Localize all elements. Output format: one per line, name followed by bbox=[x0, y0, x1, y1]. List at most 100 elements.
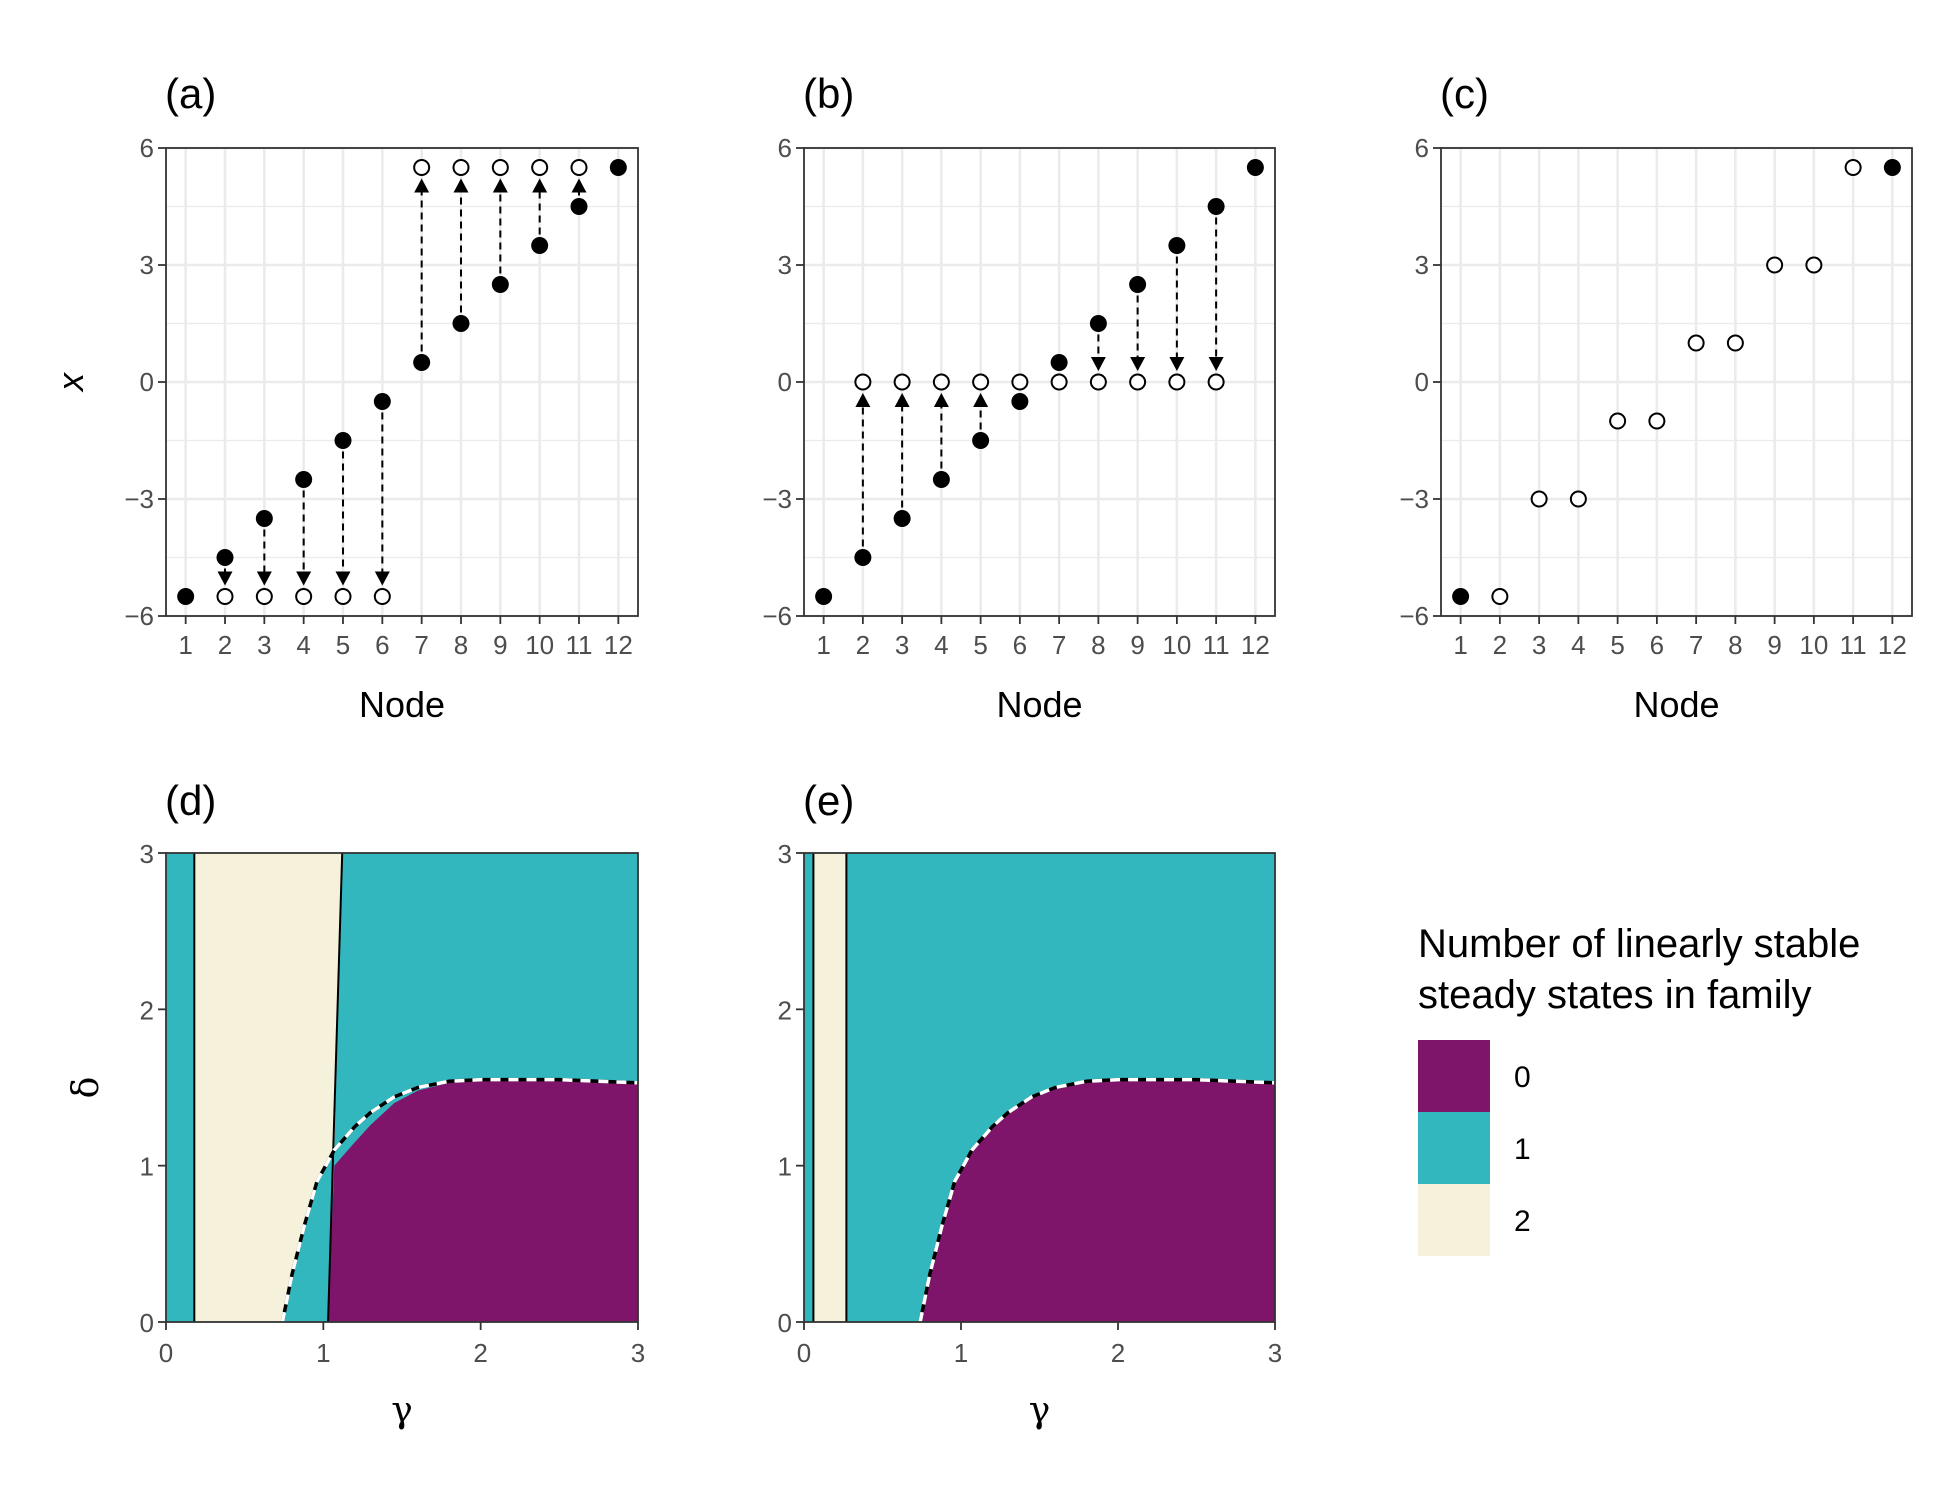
x-axis-label: γ bbox=[391, 1390, 413, 1431]
solid-boundary bbox=[327, 852, 344, 1323]
x-axis-label: γ bbox=[1029, 1390, 1051, 1431]
arrow-head bbox=[532, 178, 548, 193]
x-axis-label: Node bbox=[359, 684, 445, 725]
y-tick-label: −6 bbox=[1399, 601, 1429, 631]
filled-point bbox=[491, 276, 509, 293]
arrow-head bbox=[1090, 357, 1106, 371]
filled-point bbox=[932, 471, 950, 488]
legend-swatch-1 bbox=[1418, 1112, 1490, 1184]
filled-point bbox=[177, 588, 195, 605]
panel-border bbox=[803, 852, 1276, 1323]
open-point bbox=[1491, 588, 1509, 605]
y-tick-label: 3 bbox=[778, 250, 792, 280]
x-tick-label: 1 bbox=[316, 1338, 330, 1368]
open-point bbox=[491, 159, 509, 176]
open-point bbox=[1726, 334, 1744, 352]
open-point bbox=[1569, 490, 1587, 508]
panel-title: (c) bbox=[1440, 70, 1489, 117]
x-tick-label: 10 bbox=[1162, 630, 1191, 660]
arrow-head bbox=[217, 571, 233, 586]
open-point bbox=[531, 159, 549, 176]
x-tick-label: 6 bbox=[375, 630, 389, 660]
y-tick-label: 0 bbox=[140, 1308, 154, 1338]
open-point bbox=[1609, 412, 1627, 430]
y-axis-label: x bbox=[50, 371, 91, 393]
panel-border bbox=[165, 852, 639, 1323]
legend-title-line2: steady states in family bbox=[1418, 973, 1812, 1017]
y-tick-label: 6 bbox=[778, 133, 792, 163]
x-tick-label: 7 bbox=[1052, 630, 1066, 660]
x-tick-label: 5 bbox=[336, 630, 350, 660]
filled-point bbox=[1246, 159, 1264, 176]
filled-point bbox=[1207, 198, 1225, 215]
filled-point bbox=[972, 432, 990, 449]
y-tick-label: 6 bbox=[1415, 133, 1429, 163]
open-point bbox=[1648, 412, 1666, 430]
filled-point bbox=[570, 198, 588, 215]
x-tick-label: 5 bbox=[973, 630, 987, 660]
open-point bbox=[854, 373, 872, 391]
open-point bbox=[1805, 256, 1823, 274]
filled-point bbox=[609, 159, 627, 176]
open-point bbox=[1844, 159, 1862, 176]
arrow-head bbox=[453, 178, 469, 193]
x-tick-label: 3 bbox=[1532, 630, 1546, 660]
filled-point bbox=[531, 237, 549, 254]
x-tick-label: 6 bbox=[1650, 630, 1664, 660]
x-tick-label: 12 bbox=[1878, 630, 1907, 660]
legend-label-0: 0 bbox=[1514, 1061, 1531, 1094]
filled-point bbox=[1089, 315, 1107, 332]
y-tick-label: 3 bbox=[140, 839, 154, 869]
x-tick-label: 9 bbox=[1767, 630, 1781, 660]
y-tick-label: 0 bbox=[1415, 367, 1429, 397]
legend-label-1: 1 bbox=[1514, 1133, 1531, 1166]
legend-label-2: 2 bbox=[1514, 1205, 1531, 1238]
arrow-head bbox=[256, 571, 272, 586]
panel-title: (b) bbox=[803, 70, 854, 117]
filled-point bbox=[1883, 159, 1901, 176]
filled-point bbox=[1168, 237, 1186, 254]
y-axis-label: δ bbox=[66, 1077, 107, 1099]
region-0 bbox=[328, 1079, 638, 1322]
arrow-head bbox=[335, 571, 351, 586]
x-tick-label: 2 bbox=[1493, 630, 1507, 660]
filled-point bbox=[373, 393, 391, 410]
x-tick-label: 3 bbox=[257, 630, 271, 660]
x-tick-label: 12 bbox=[604, 630, 633, 660]
x-tick-label: 12 bbox=[1241, 630, 1270, 660]
y-tick-label: 3 bbox=[1415, 250, 1429, 280]
y-tick-label: 1 bbox=[140, 1152, 154, 1182]
x-tick-label: 11 bbox=[1840, 630, 1867, 660]
dashed-boundary bbox=[918, 1077, 1276, 1323]
region-1 bbox=[166, 853, 195, 1322]
open-point bbox=[1129, 373, 1147, 391]
panel-title: (e) bbox=[803, 777, 854, 824]
x-tick-label: 10 bbox=[525, 630, 554, 660]
x-tick-label: 3 bbox=[895, 630, 909, 660]
x-tick-label: 2 bbox=[473, 1338, 487, 1368]
x-tick-label: 0 bbox=[797, 1338, 811, 1368]
filled-point bbox=[216, 549, 234, 566]
y-tick-label: 0 bbox=[778, 367, 792, 397]
filled-point bbox=[334, 432, 352, 449]
panel-title: (a) bbox=[165, 70, 216, 117]
arrow-head bbox=[374, 571, 390, 586]
y-tick-label: 0 bbox=[778, 1308, 792, 1338]
x-tick-label: 2 bbox=[856, 630, 870, 660]
x-tick-label: 1 bbox=[1453, 630, 1467, 660]
y-tick-label: 6 bbox=[140, 133, 154, 163]
filled-point bbox=[255, 510, 273, 527]
panel-title: (d) bbox=[165, 777, 216, 824]
y-tick-label: −6 bbox=[762, 601, 792, 631]
open-point bbox=[1207, 373, 1225, 391]
filled-point bbox=[1452, 588, 1470, 605]
arrow-head bbox=[973, 393, 989, 407]
dashed-boundary bbox=[280, 1077, 639, 1323]
arrow-head bbox=[296, 571, 312, 586]
filled-point bbox=[413, 354, 431, 371]
y-tick-label: 2 bbox=[778, 995, 792, 1025]
arrow-head bbox=[414, 178, 430, 193]
x-tick-label: 10 bbox=[1799, 630, 1828, 660]
